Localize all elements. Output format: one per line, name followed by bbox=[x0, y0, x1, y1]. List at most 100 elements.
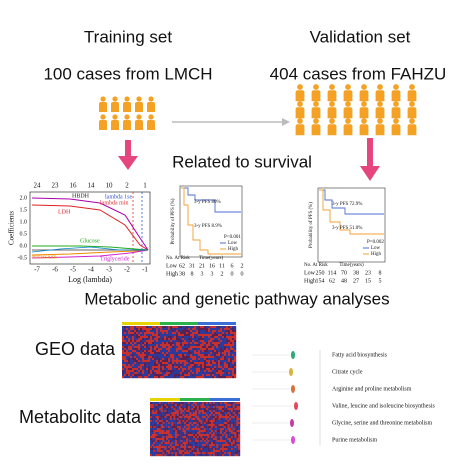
heatmap-cell bbox=[231, 410, 233, 413]
heatmap-cell bbox=[168, 362, 171, 365]
heatmap-cell bbox=[210, 346, 213, 349]
person-head bbox=[100, 96, 106, 102]
x-tick-label: -6 bbox=[52, 266, 58, 274]
heatmap-cell bbox=[166, 358, 169, 361]
heatmap-cell bbox=[160, 364, 163, 367]
heatmap-cell bbox=[176, 368, 179, 371]
heatmap-cell bbox=[213, 424, 215, 427]
heatmap-cell bbox=[190, 362, 193, 365]
heatmap-cell bbox=[156, 346, 159, 349]
heatmap-cell bbox=[192, 368, 195, 371]
heatmap-cell bbox=[204, 450, 206, 453]
heatmap-cell bbox=[230, 362, 233, 365]
heatmap-cell bbox=[225, 432, 228, 435]
heatmap-cell bbox=[157, 442, 160, 445]
heatmap-cell bbox=[153, 424, 156, 427]
heatmap-cell bbox=[160, 416, 163, 419]
heatmap-cell bbox=[128, 342, 131, 345]
heatmap-cell bbox=[180, 430, 183, 433]
heatmap-cell bbox=[162, 404, 165, 407]
heatmap-cell bbox=[213, 414, 215, 417]
heatmap-cell bbox=[153, 422, 156, 425]
heatmap-cell bbox=[204, 338, 207, 341]
heatmap-cell bbox=[213, 440, 215, 443]
heatmap-cell bbox=[190, 370, 193, 373]
heatmap-cell bbox=[178, 326, 181, 329]
heatmap-cell bbox=[180, 374, 183, 377]
heatmap-cell bbox=[220, 352, 223, 355]
heatmap-cell bbox=[226, 376, 229, 379]
heatmap-cell bbox=[209, 422, 212, 425]
heatmap-cell bbox=[186, 370, 189, 373]
heatmap-cell bbox=[157, 402, 160, 405]
heatmap-cell bbox=[194, 342, 197, 345]
heatmap-cell bbox=[228, 348, 231, 351]
heatmap-cell bbox=[222, 368, 225, 371]
person-body bbox=[359, 124, 369, 136]
heatmap-cell bbox=[212, 368, 215, 371]
heatmap-cell bbox=[180, 414, 183, 417]
heatmap-cell bbox=[216, 354, 219, 357]
heatmap-cell bbox=[156, 352, 159, 355]
heatmap-cell bbox=[134, 330, 137, 333]
heatmap-cell bbox=[168, 416, 170, 419]
heatmap-cell bbox=[227, 430, 230, 433]
heatmap-cell bbox=[151, 402, 154, 405]
heatmap-cell bbox=[230, 372, 233, 375]
heatmap-cell bbox=[190, 346, 193, 349]
heatmap-cell bbox=[172, 356, 175, 359]
heatmap-cell bbox=[225, 422, 228, 425]
heatmap-cell bbox=[140, 344, 143, 347]
heatmap-cell bbox=[230, 342, 233, 345]
heatmap-cell bbox=[212, 346, 215, 349]
heatmap-cell bbox=[207, 410, 210, 413]
heatmap-cell bbox=[232, 342, 235, 345]
heatmap-cell bbox=[202, 362, 205, 365]
heatmap-cell bbox=[152, 344, 155, 347]
heatmap-cell bbox=[226, 332, 229, 335]
heatmap-cell bbox=[207, 404, 210, 407]
heatmap-cell bbox=[128, 328, 131, 331]
heatmap-cell bbox=[196, 404, 199, 407]
heatmap-cell bbox=[210, 342, 213, 345]
heatmap-cell bbox=[195, 444, 197, 447]
heatmap-cell bbox=[174, 336, 177, 339]
heatmap-cell bbox=[164, 454, 167, 457]
heatmap-cell bbox=[140, 326, 143, 329]
heatmap-cell bbox=[232, 340, 235, 343]
heatmap-cell bbox=[164, 428, 167, 431]
heatmap-cell bbox=[178, 332, 181, 335]
legend-label: High bbox=[228, 247, 239, 252]
heatmap-cell bbox=[173, 410, 176, 413]
heatmap-cell bbox=[189, 404, 192, 407]
heatmap-cell bbox=[180, 370, 183, 373]
heatmap-cell bbox=[128, 362, 131, 365]
heatmap-cell bbox=[180, 376, 183, 379]
heatmap-cell bbox=[227, 438, 230, 441]
heatmap-cell bbox=[150, 412, 152, 415]
heatmap-cell bbox=[189, 446, 192, 449]
heatmap-cell bbox=[152, 326, 155, 329]
heatmap-cell bbox=[178, 450, 181, 453]
heatmap-cell bbox=[166, 416, 169, 419]
heatmap-cell bbox=[192, 360, 195, 363]
heatmap-cell bbox=[192, 326, 195, 329]
heatmap-cell bbox=[222, 414, 224, 417]
heatmap-cell bbox=[176, 346, 179, 349]
heatmap-cell bbox=[180, 362, 183, 365]
heatmap-cell bbox=[166, 408, 169, 411]
heatmap-cell bbox=[180, 438, 183, 441]
heatmap-cell bbox=[134, 362, 137, 365]
heatmap-cell bbox=[142, 370, 145, 373]
heatmap-cell bbox=[204, 346, 207, 349]
heatmap-cell bbox=[232, 364, 235, 367]
heatmap-cell bbox=[144, 352, 147, 355]
heatmap-cell bbox=[224, 330, 227, 333]
heatmap-cell bbox=[128, 368, 131, 371]
heatmap-cell bbox=[200, 338, 203, 341]
heatmap-cell bbox=[238, 454, 241, 457]
heatmap-cell bbox=[158, 354, 161, 357]
heatmap-cell bbox=[222, 444, 224, 447]
risk-count: 5 bbox=[379, 278, 382, 284]
